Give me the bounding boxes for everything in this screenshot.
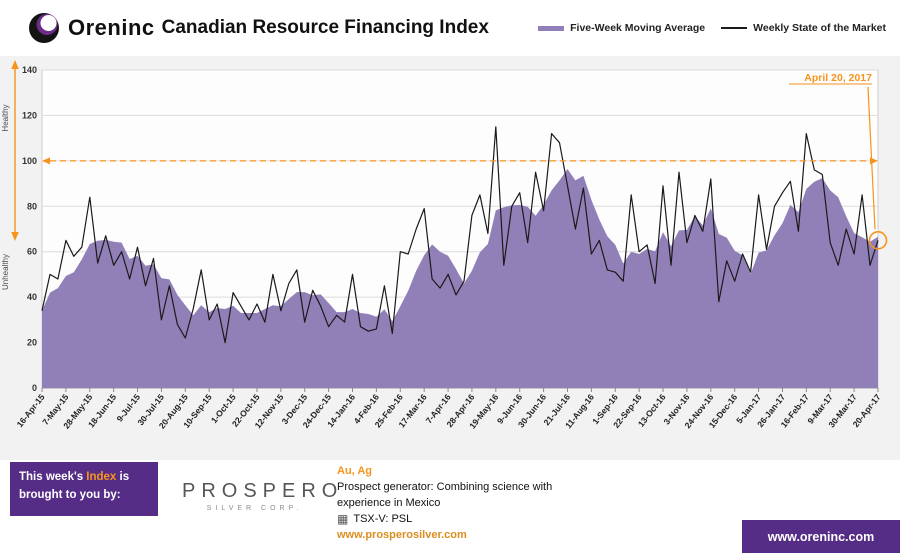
- tagline-index-word: Index: [86, 471, 117, 483]
- legend-swatch-purple: [538, 25, 565, 31]
- chart-legend: Five-Week Moving Average Weekly State of…: [538, 22, 886, 34]
- latest-date-annotation: April 20, 2017: [789, 72, 888, 250]
- tagline-text: This week's: [19, 471, 87, 483]
- svg-text:100: 100: [22, 156, 37, 166]
- latest-point-marker: [868, 231, 888, 250]
- oreninc-url: www.oreninc.com: [767, 529, 875, 544]
- legend-swatch-black: [721, 27, 748, 29]
- sponsor-info: Au, Ag Prospect generator: Combining sci…: [337, 463, 587, 543]
- oreninc-logo-icon: [29, 13, 59, 43]
- sponsor-ticker: TSX-V: PSL: [353, 513, 413, 525]
- sponsor-ticker-row: ▦ TSX-V: PSL: [337, 511, 587, 527]
- prospero-logo-name: PROSPERO: [182, 480, 344, 502]
- moving-average-area: [42, 169, 878, 388]
- grid-icon: ▦: [337, 512, 349, 526]
- unhealthy-label: Unhealthy: [1, 254, 10, 290]
- page-title: Canadian Resource Financing Index: [161, 17, 489, 38]
- sponsor-description: Prospect generator: Combining science wi…: [337, 481, 553, 509]
- svg-text:120: 120: [22, 110, 37, 120]
- oreninc-url-bar[interactable]: www.oreninc.com: [742, 520, 900, 553]
- healthy-unhealthy-axis: Healthy Unhealthy: [1, 60, 19, 290]
- svg-text:140: 140: [22, 65, 37, 75]
- sponsor-tagline: This week's Index is brought to you by:: [10, 462, 158, 516]
- sponsor-metals: Au, Ag: [337, 465, 373, 477]
- svg-text:40: 40: [27, 292, 37, 302]
- svg-text:April 20, 2017: April 20, 2017: [804, 72, 872, 84]
- prospero-logo: PROSPERO SILVER CORP.: [182, 480, 344, 512]
- prospero-logo-subtitle: SILVER CORP.: [206, 505, 303, 512]
- header: Oreninc Canadian Resource Financing Inde…: [0, 0, 900, 56]
- tagline-text: is brought to you by:: [19, 471, 130, 501]
- svg-text:80: 80: [27, 201, 37, 211]
- svg-text:0: 0: [32, 383, 37, 393]
- healthy-label: Healthy: [1, 104, 10, 131]
- chart-area: 0 20 40 60 80 100 120 140 16-Apr-15 7-May-15 28-Ma…: [0, 56, 900, 460]
- svg-text:20: 20: [27, 338, 37, 348]
- financing-index-chart: 02040608010012014016-Apr-157-May-1528-Ma…: [0, 56, 900, 460]
- legend-item-weekly: Weekly State of the Market: [721, 22, 886, 34]
- legend-item-moving-average: Five-Week Moving Average: [538, 22, 705, 34]
- sponsor-url-link[interactable]: www.prosperosilver.com: [337, 529, 467, 541]
- legend-label: Weekly State of the Market: [753, 22, 886, 34]
- legend-label: Five-Week Moving Average: [570, 22, 706, 34]
- weekly-market-line: [41, 126, 879, 344]
- brand-name: Oreninc: [68, 15, 155, 40]
- footer: This week's Index is brought to you by: …: [0, 460, 900, 553]
- svg-text:60: 60: [27, 247, 37, 257]
